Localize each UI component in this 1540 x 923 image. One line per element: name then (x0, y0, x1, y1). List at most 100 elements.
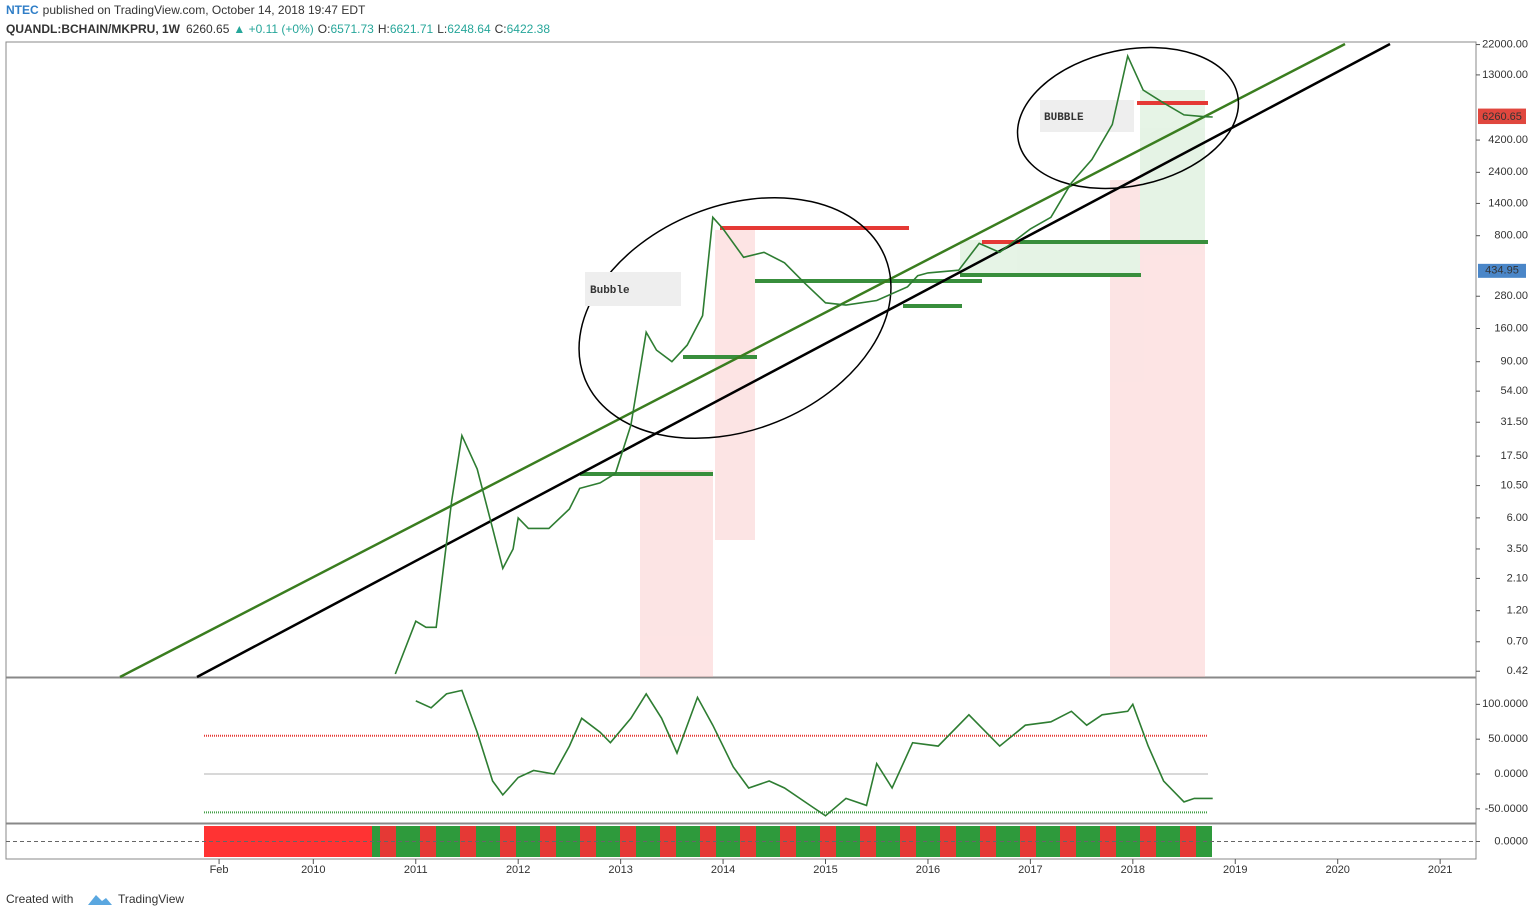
band-seg (596, 826, 604, 857)
band-seg (532, 826, 540, 857)
annotation: BUBBLE (1044, 112, 1084, 124)
circle (1016, 46, 1240, 190)
logo (88, 895, 112, 905)
y-tick-label: 3.50 (1507, 543, 1528, 555)
band-seg (428, 826, 436, 857)
x-tick-label: 2011 (404, 864, 428, 876)
band-seg (812, 826, 820, 857)
price-tag (1478, 110, 1526, 125)
footer-brand[interactable]: TradingView (118, 892, 184, 906)
high: 6621.71 (390, 22, 434, 36)
band-seg (1092, 826, 1100, 857)
band-seg (1044, 826, 1052, 857)
trend-line (119, 42, 1346, 679)
y-tick-label: 800.00 (1494, 230, 1528, 242)
x-tick-label: 2020 (1325, 864, 1349, 876)
header-line: NTEC published on TradingView.com, Octobe… (6, 3, 366, 17)
annotation: Bubble (590, 285, 630, 297)
y-tick-label: 90.00 (1500, 356, 1528, 368)
close: 6422.38 (507, 22, 551, 36)
x-tick-label: 2014 (711, 864, 735, 876)
o-label: O: (318, 22, 331, 36)
y-tick-label: 1400.00 (1488, 197, 1528, 209)
band-seg (932, 826, 940, 857)
y-tick-label: 4200.00 (1488, 134, 1528, 146)
band-seg (708, 826, 716, 857)
band-seg (540, 826, 548, 857)
band-seg (764, 826, 772, 857)
band-seg (1148, 826, 1156, 857)
price-tag (1478, 263, 1526, 278)
h-label: H: (378, 22, 390, 36)
y-tick-label: 50.0000 (1488, 733, 1528, 745)
vp (640, 470, 713, 677)
y-tick-label: 1.20 (1507, 605, 1528, 617)
c-label: C: (495, 22, 507, 36)
x-tick-label: 2018 (1121, 864, 1145, 876)
band-seg (420, 826, 428, 857)
note-box (1040, 100, 1134, 132)
vp (1140, 90, 1205, 240)
band-seg (644, 826, 652, 857)
y-tick-label: 0.70 (1507, 636, 1528, 648)
band-seg (484, 826, 492, 857)
osc-pane (5, 677, 1477, 824)
circle (578, 196, 892, 440)
price-tag-label: 434.95 (1485, 265, 1519, 277)
band-seg (700, 826, 708, 857)
y-tick-label: 6.00 (1507, 512, 1528, 524)
band-seg (1036, 826, 1044, 857)
y-tick-label: 2.10 (1507, 572, 1528, 584)
y-tick-label: 10.50 (1500, 480, 1528, 492)
band-seg (876, 826, 884, 857)
band-seg (1204, 826, 1212, 857)
band-seg (372, 826, 380, 857)
band-seg (924, 826, 932, 857)
published: published on TradingView.com, October 14… (43, 3, 366, 17)
y-tick-label: 100.0000 (1482, 698, 1528, 710)
band-seg (588, 826, 596, 857)
main-pane (5, 41, 1477, 678)
low: 6248.64 (447, 22, 491, 36)
x-tick-label: Feb (210, 864, 229, 876)
y-tick-label: 2400.00 (1488, 166, 1528, 178)
band-seg (820, 826, 828, 857)
band-seg (1100, 826, 1108, 857)
y-tick-label: 160.00 (1494, 322, 1528, 334)
band-seg (988, 826, 996, 857)
price-tag-label: 6260.65 (1482, 111, 1522, 123)
y-tick-label: 31.50 (1500, 416, 1528, 428)
symbol-line: QUANDL:BCHAIN/MKPRU, 1W 6260.65 ▲ +0.11 (+… (6, 22, 550, 36)
band-seg (652, 826, 660, 857)
note-box (585, 272, 681, 306)
y-tick-label: 13000.00 (1482, 69, 1528, 81)
y-tick-label: 0.0000 (1494, 768, 1528, 780)
x-tick-label: 2012 (506, 864, 530, 876)
symbol: QUANDL:BCHAIN/MKPRU, 1W (6, 22, 181, 36)
trend-line (196, 42, 1391, 679)
x-tick-label: 2019 (1223, 864, 1247, 876)
y-tick-label: 22000.00 (1482, 38, 1528, 50)
y-tick-label: -50.0000 (1485, 803, 1528, 815)
x-tick-label: 2015 (813, 864, 837, 876)
y-tick-label: 0.0000 (1494, 835, 1528, 847)
open: 6571.73 (330, 22, 374, 36)
x-tick-label: 2016 (916, 864, 940, 876)
band-seg (476, 826, 484, 857)
series-line (394, 53, 1213, 675)
volume-profile (640, 90, 1205, 677)
y-tick-label: 0.42 (1507, 665, 1528, 677)
band-seg (980, 826, 988, 857)
band-seg (756, 826, 764, 857)
author[interactable]: NTEC (6, 3, 39, 17)
y-tick-label: 17.50 (1500, 450, 1528, 462)
l-label: L: (437, 22, 447, 36)
x-tick-label: 2013 (608, 864, 632, 876)
band-seg (868, 826, 876, 857)
change: ▲ +0.11 (+0%) (233, 22, 313, 36)
last: 6260.65 (186, 22, 230, 36)
y-tick-label: 54.00 (1500, 385, 1528, 397)
vp (1110, 180, 1205, 677)
x-tick-label: 2021 (1428, 864, 1452, 876)
